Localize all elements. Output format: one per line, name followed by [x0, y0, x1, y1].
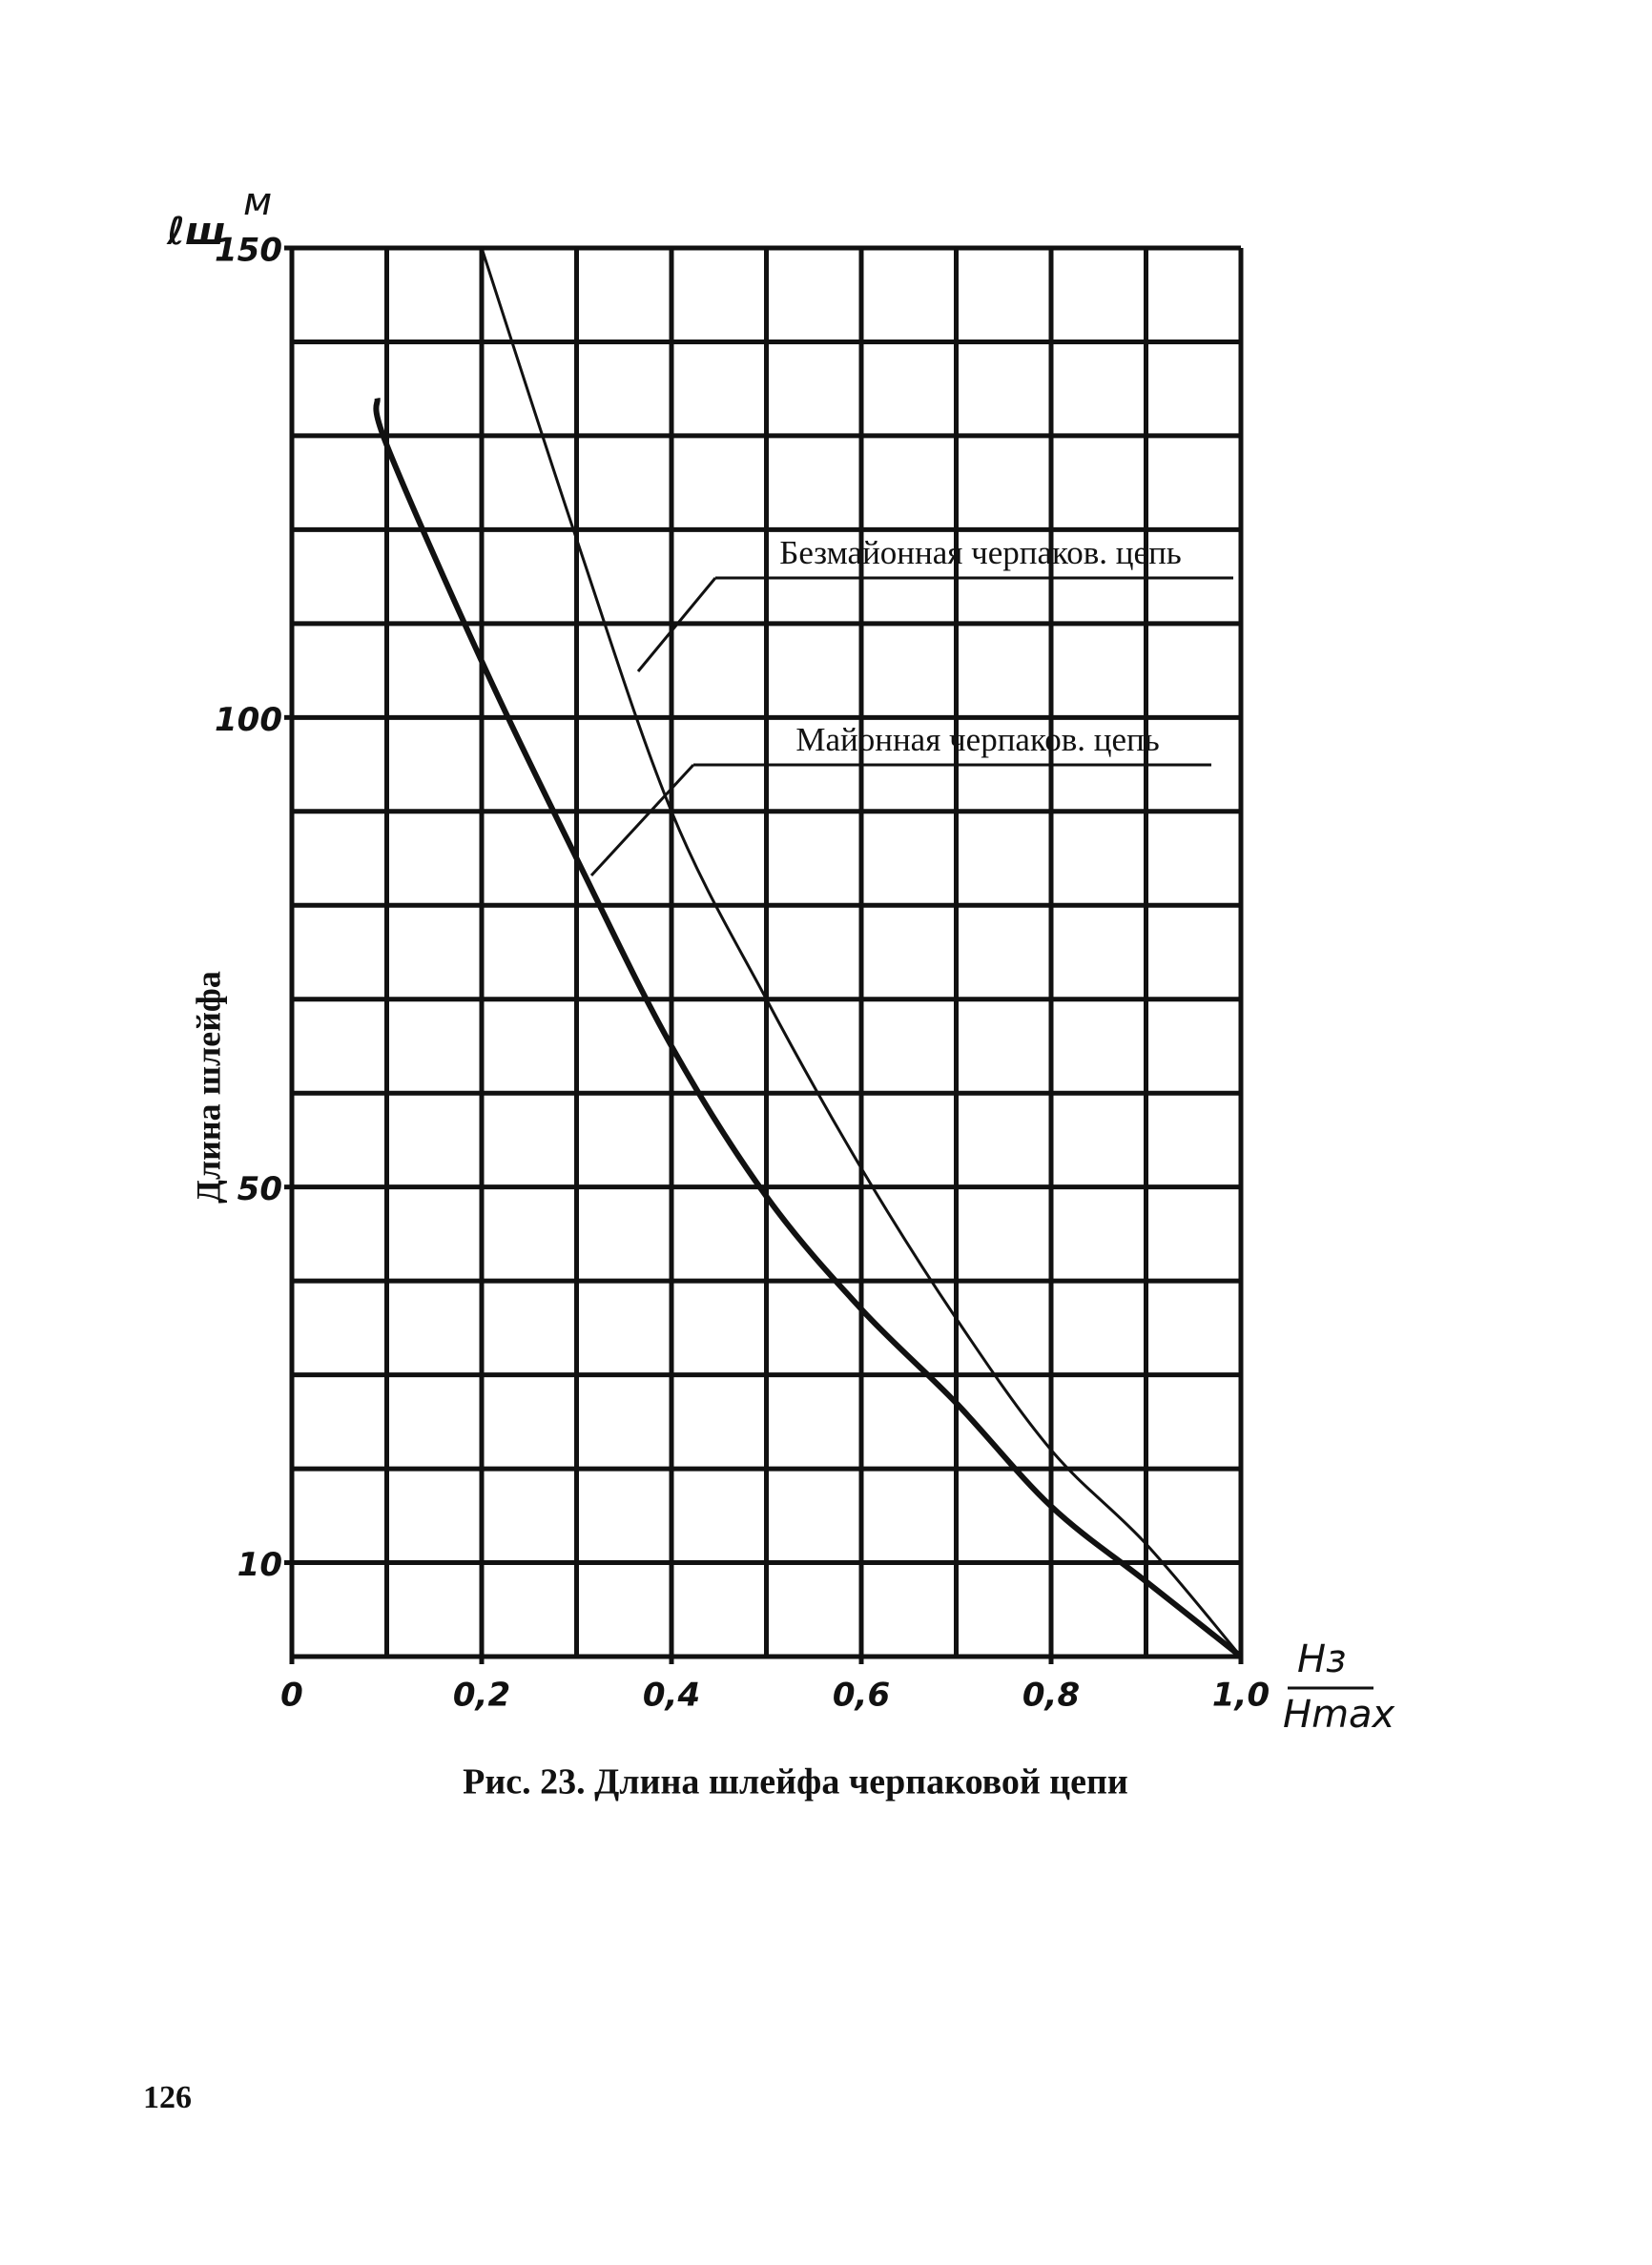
series-label: Майонная черпаков. цепь	[795, 721, 1159, 758]
leader-line	[589, 763, 695, 877]
y-tick-label: 10	[237, 1546, 282, 1584]
page-number: 126	[143, 2080, 192, 2115]
y-tick-label: 100	[215, 701, 282, 739]
x-tick-label: 0,6	[833, 1677, 890, 1715]
x-tick-label: 1,0	[1212, 1677, 1270, 1715]
x-tick-label: 0,4	[643, 1677, 700, 1715]
y-unit-symbol: ℓш	[166, 210, 225, 254]
y-tick-label: 150	[215, 232, 282, 270]
x-unit-numerator: Hз	[1297, 1637, 1346, 1681]
series-line	[480, 247, 1243, 1658]
y-unit: м	[243, 180, 272, 224]
series-label: Безмайонная черпаков. цепь	[779, 534, 1182, 571]
y-axis-label: Длина шлейфа	[189, 971, 227, 1204]
y-tick-label: 50	[237, 1170, 282, 1208]
x-tick-label: 0	[280, 1677, 303, 1715]
series-line	[373, 397, 1243, 1659]
caption: Рис. 23. Длина шлейфа черпаковой цепи	[463, 1762, 1128, 1802]
x-tick-label: 0,2	[453, 1677, 510, 1715]
x-tick-label: 0,8	[1022, 1677, 1080, 1715]
x-unit-denominator: Hmax	[1283, 1693, 1395, 1737]
